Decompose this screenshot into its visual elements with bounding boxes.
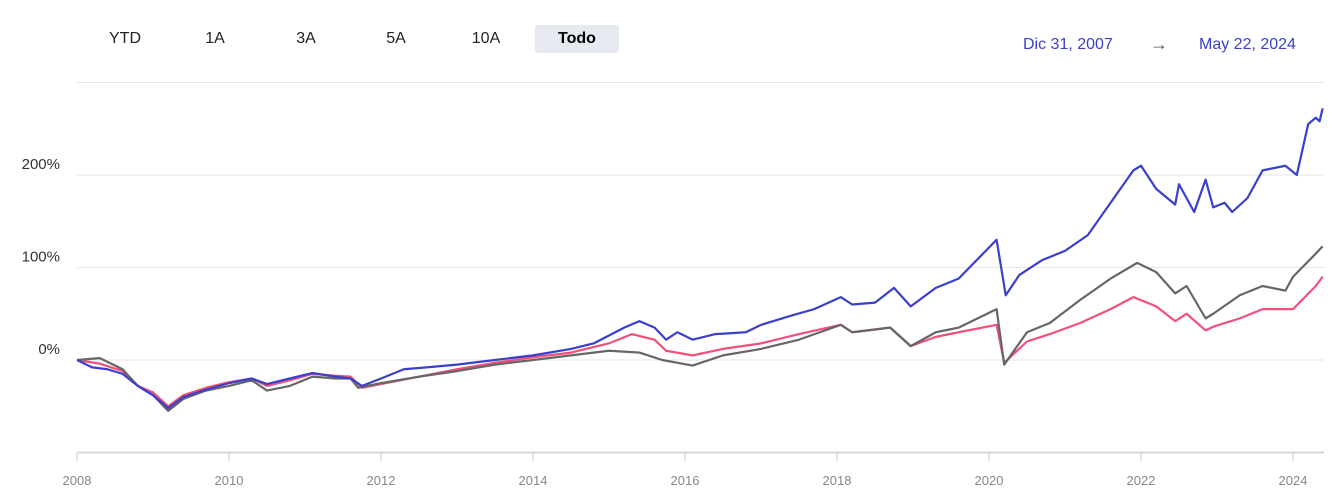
x-tick-label: 2022: [1127, 473, 1156, 488]
x-tick-label: 2012: [367, 473, 396, 488]
x-tick-label: 2010: [215, 473, 244, 488]
date-range-end[interactable]: May 22, 2024: [1199, 36, 1296, 53]
series-line-2: [76, 245, 1324, 412]
x-tick-label: 2008: [63, 473, 92, 488]
series-line-3: [76, 108, 1324, 410]
range-button-ytd[interactable]: YTD: [109, 30, 141, 47]
range-button-1a[interactable]: 1A: [205, 30, 225, 47]
x-tick-label: 2024: [1279, 473, 1308, 488]
series-line-1: [76, 276, 1324, 408]
range-button-5a[interactable]: 5A: [386, 30, 406, 47]
range-button-3a[interactable]: 3A: [296, 30, 316, 47]
x-tick-label: 2018: [823, 473, 852, 488]
x-tick-label: 2020: [975, 473, 1004, 488]
arrow-right-icon: →: [1150, 34, 1168, 54]
date-range-start[interactable]: Dic 31, 2007: [1023, 36, 1113, 53]
y-tick-label: 200%: [22, 156, 60, 173]
x-tick-label: 2014: [519, 473, 548, 488]
y-tick-label: 0%: [38, 341, 60, 358]
range-button-10a[interactable]: 10A: [471, 30, 501, 47]
range-button-todo[interactable]: Todo: [535, 25, 619, 53]
x-tick-label: 2016: [671, 473, 700, 488]
y-tick-label: 100%: [22, 249, 60, 266]
